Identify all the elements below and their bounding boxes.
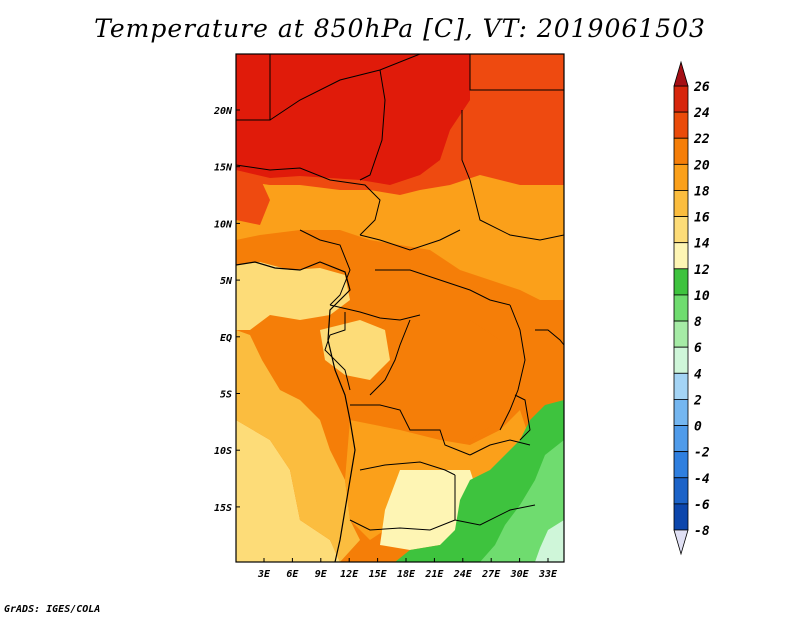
- border-nigeria-cameroon: [299, 229, 351, 306]
- lat-tick-label: 15S: [214, 503, 232, 514]
- colorbar-segment: [673, 372, 689, 400]
- colorbar-label: 10: [694, 289, 710, 304]
- field-pale-yellow-sw: [236, 420, 340, 562]
- colorbar-label: 24: [693, 106, 710, 121]
- colorbar-label: -4: [694, 472, 710, 487]
- border-zambia-zimbabwe: [454, 504, 536, 526]
- border-congo-north: [329, 304, 421, 321]
- colorbar-label: 22: [693, 132, 710, 147]
- border-drc-east: [499, 304, 526, 431]
- colorbar-segment: [673, 503, 689, 531]
- lat-tick-label: 15N: [214, 163, 233, 174]
- border-car-drc: [375, 269, 511, 306]
- field-pale-yellow-west: [236, 262, 350, 330]
- lat-tick-label: 20N: [213, 106, 233, 117]
- colorbar-segment: [673, 85, 689, 113]
- field-ice-corner: [535, 520, 564, 562]
- field-orange-north: [236, 170, 564, 300]
- colorbar-label: 4: [694, 367, 702, 382]
- colorbar-segment: [673, 163, 689, 191]
- border-chad-sudan: [461, 110, 471, 181]
- colorbar-segment: [673, 346, 689, 374]
- colorbar-segment: [673, 190, 689, 217]
- border-niger-chad: [359, 69, 386, 181]
- lon-tick-label: 33E: [538, 569, 558, 580]
- colorbar-segment: [673, 399, 689, 426]
- border-angola-zambia: [359, 461, 456, 476]
- field-deep-red-west: [236, 178, 270, 225]
- lat-tick-label: 5S: [220, 390, 232, 401]
- lon-tick-label: 3E: [257, 569, 271, 580]
- lon-tick-label: 30E: [510, 569, 530, 580]
- border-congo-drc: [369, 319, 411, 396]
- chart-title: Temperature at 850hPa [C], VT: 201906150…: [94, 14, 706, 43]
- colorbar-label: 26: [693, 80, 710, 95]
- lat-tick-label: EQ: [220, 333, 232, 344]
- colorbar-label: 6: [694, 341, 702, 356]
- lon-axis: 3E 6E 9E 12E 15E 18E 21E 24E 27E 30E 33E: [257, 558, 558, 580]
- colorbar-segment: [673, 268, 689, 296]
- lon-tick-label: 21E: [424, 569, 444, 580]
- lon-tick-label: 18E: [397, 569, 416, 580]
- border-zambia-tanzania: [469, 439, 531, 456]
- country-borders: [236, 54, 564, 531]
- field-light-green-se: [480, 440, 564, 562]
- coastline: [236, 261, 356, 562]
- colorbar-label: 8: [694, 315, 702, 330]
- colorbar-segment: [673, 242, 689, 270]
- field-cream-center: [320, 320, 390, 380]
- border-car-north: [359, 229, 461, 251]
- colorbar-label: -2: [694, 446, 710, 461]
- colorbar-segment: [673, 477, 689, 505]
- lon-tick-label: 24E: [453, 569, 473, 580]
- colorbar-label: 12: [694, 263, 710, 278]
- colorbar-segment: [673, 320, 689, 348]
- border-angola-drc: [350, 404, 471, 456]
- colorbar-label: -8: [694, 524, 710, 539]
- colorbar-label: 0: [694, 420, 702, 435]
- colorbar-label: 2: [693, 393, 702, 408]
- colorbar-label: -6: [694, 498, 710, 513]
- lon-tick-label: 27E: [481, 569, 501, 580]
- colorbar-segment: [673, 137, 689, 165]
- border-algeria-libya: [269, 54, 421, 121]
- grads-credit: GrADS: IGES/COLA: [4, 604, 101, 615]
- colorbar-segment: [673, 216, 689, 244]
- border-angola-namibia: [349, 475, 456, 531]
- lat-tick-label: 10N: [214, 219, 233, 230]
- colorbar-label: 14: [694, 237, 710, 252]
- colorbar-segment: [673, 451, 689, 479]
- lat-axis: 20N 15N 10N 5N EQ 5S 10S 15S: [213, 106, 240, 514]
- lon-tick-label: 6E: [286, 569, 299, 580]
- border-libya-sudan: [469, 54, 564, 91]
- colorbar-segment: [673, 111, 689, 139]
- temperature-field: [236, 54, 564, 562]
- border-uganda: [535, 329, 564, 346]
- lat-tick-label: 5N: [220, 276, 233, 287]
- field-deep-red-sahara: [236, 54, 470, 185]
- colorbar-bottom-arrow: [673, 529, 689, 556]
- colorbar-label: 18: [694, 184, 710, 199]
- lon-tick-label: 9E: [315, 569, 328, 580]
- colorbar-segment: [673, 425, 689, 453]
- border-sahel: [236, 164, 381, 236]
- border-sudan-south: [469, 179, 564, 241]
- map-frame: [235, 53, 565, 563]
- field-amber-sw: [236, 330, 360, 562]
- colorbar-segment: [673, 294, 689, 322]
- field-orange-center: [350, 320, 520, 440]
- colorbar-label: 20: [693, 158, 710, 173]
- lon-tick-label: 15E: [369, 569, 388, 580]
- colorbar-label: 16: [694, 211, 710, 226]
- colorbar-top-arrow: [673, 60, 689, 87]
- lat-tick-label: 10S: [214, 446, 232, 457]
- atlantic-coast: [236, 261, 356, 562]
- border-gabon: [324, 312, 351, 391]
- lon-tick-label: 12E: [340, 569, 359, 580]
- lake-tanganyika: [514, 394, 531, 441]
